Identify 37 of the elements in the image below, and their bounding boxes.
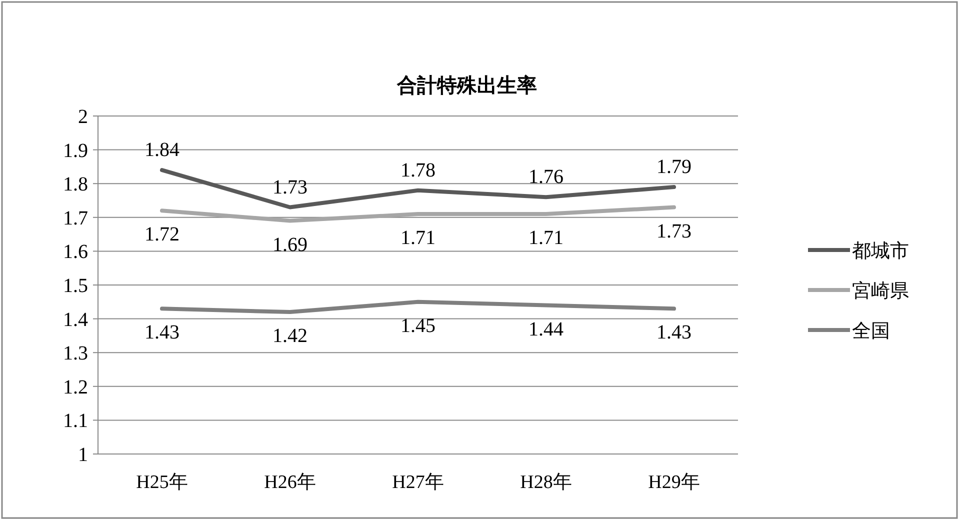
y-tick-label: 1.4 [63, 308, 88, 331]
data-label: 1.69 [272, 234, 308, 256]
y-tick-label: 1.6 [63, 241, 88, 264]
data-label: 1.71 [400, 227, 436, 250]
chart-title: 合計特殊出生率 [396, 74, 537, 97]
data-label: 1.79 [656, 156, 692, 178]
y-tick-label: 2 [78, 106, 88, 128]
data-label: 1.44 [528, 318, 564, 340]
data-label: 1.45 [400, 314, 436, 337]
data-label: 1.76 [528, 166, 564, 188]
y-tick-label: 1.1 [63, 410, 88, 432]
line-series [160, 205, 676, 223]
data-label: 1.72 [144, 224, 180, 246]
y-tick-label: 1.8 [63, 174, 88, 196]
x-tick-label: H26年 [264, 472, 316, 493]
legend-label: 宮崎県 [852, 280, 909, 302]
data-label: 1.73 [656, 220, 692, 242]
y-tick-label: 1.3 [63, 342, 88, 365]
x-tick-label: H28年 [520, 472, 572, 493]
y-tick-label: 1.2 [63, 376, 88, 398]
data-label: 1.43 [144, 322, 180, 344]
y-tick-label: 1.7 [63, 207, 88, 230]
legend-label: 全国 [852, 321, 890, 342]
y-tick-label: 1.9 [63, 140, 88, 162]
data-label: 1.42 [272, 325, 308, 348]
data-label: 1.73 [272, 176, 308, 198]
x-tick-label: H25年 [136, 472, 188, 493]
data-label: 1.71 [528, 227, 564, 250]
y-tick-label: 1 [78, 444, 88, 466]
legend-label: 都城市 [852, 240, 909, 262]
x-tick-label: H29年 [648, 472, 700, 493]
line-series [160, 300, 676, 314]
data-label: 1.43 [656, 322, 692, 344]
data-label: 1.84 [144, 139, 180, 162]
x-tick-label: H27年 [392, 472, 444, 493]
data-label: 1.78 [400, 159, 436, 182]
y-tick-label: 1.5 [63, 275, 88, 297]
